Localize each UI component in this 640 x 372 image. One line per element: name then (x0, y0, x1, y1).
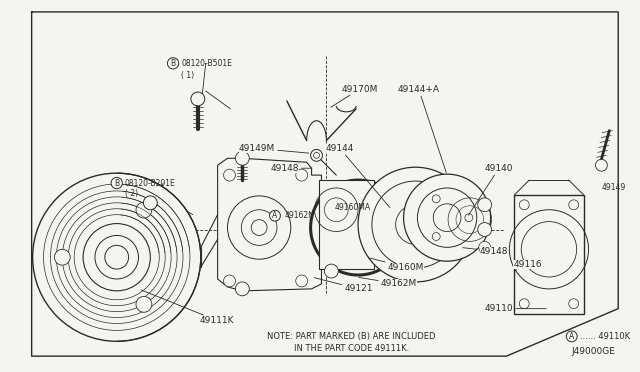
Bar (319, 180, 374, 269)
Text: IN THE PART CODE 49111K.: IN THE PART CODE 49111K. (294, 344, 409, 353)
Circle shape (358, 167, 473, 282)
Text: ( 2): ( 2) (125, 189, 138, 198)
Text: ( 1): ( 1) (181, 71, 194, 80)
Text: 49170M: 49170M (331, 84, 378, 108)
Bar (371, 230, 383, 240)
Circle shape (33, 173, 201, 341)
Text: 49111K: 49111K (141, 290, 234, 325)
Text: 49148: 49148 (463, 247, 508, 256)
Circle shape (236, 151, 249, 165)
Text: 49140: 49140 (468, 164, 513, 215)
Text: 49148: 49148 (270, 164, 312, 173)
Text: 49149M: 49149M (239, 144, 309, 153)
Circle shape (432, 195, 440, 203)
Text: 49121: 49121 (314, 278, 372, 294)
Circle shape (296, 275, 308, 287)
Text: 49144: 49144 (326, 144, 390, 208)
Text: 49110: 49110 (484, 304, 546, 313)
Circle shape (310, 150, 323, 161)
Circle shape (136, 296, 152, 312)
Text: ...... 49110K: ...... 49110K (580, 332, 630, 341)
Text: A: A (273, 211, 278, 220)
Circle shape (324, 264, 339, 278)
Bar (371, 190, 383, 200)
Text: J49000GE: J49000GE (572, 347, 615, 356)
Circle shape (236, 282, 249, 296)
Circle shape (143, 196, 157, 210)
Circle shape (223, 275, 236, 287)
Bar (371, 249, 383, 259)
Circle shape (404, 174, 491, 261)
Circle shape (479, 241, 491, 253)
Text: 49144+A: 49144+A (397, 84, 446, 173)
Bar (371, 210, 383, 219)
Circle shape (519, 299, 529, 309)
Text: 49162M: 49162M (359, 278, 417, 288)
Circle shape (569, 299, 579, 309)
Text: 49162N: 49162N (285, 211, 315, 220)
Circle shape (432, 232, 440, 240)
Circle shape (191, 92, 205, 106)
Text: 49116: 49116 (513, 260, 542, 271)
Circle shape (54, 249, 70, 265)
Circle shape (519, 200, 529, 210)
Circle shape (136, 202, 152, 218)
Polygon shape (218, 158, 321, 291)
Circle shape (223, 169, 236, 181)
Text: 49160MA: 49160MA (334, 203, 371, 212)
Circle shape (310, 180, 406, 275)
Circle shape (477, 198, 492, 212)
Text: 08120-B201E: 08120-B201E (125, 179, 175, 187)
Circle shape (569, 200, 579, 210)
Text: B: B (114, 179, 119, 187)
Text: 08120-B501E: 08120-B501E (181, 59, 232, 68)
Bar (515, 195, 584, 314)
Circle shape (477, 222, 492, 237)
Text: A: A (569, 332, 574, 341)
Circle shape (465, 214, 473, 222)
Text: 49149: 49149 (602, 183, 626, 192)
Circle shape (595, 159, 607, 171)
Text: 49160M: 49160M (369, 258, 424, 272)
Text: B: B (170, 59, 175, 68)
Circle shape (296, 169, 308, 181)
Text: NOTE: PART MARKED (B) ARE INCLUDED: NOTE: PART MARKED (B) ARE INCLUDED (267, 332, 435, 341)
